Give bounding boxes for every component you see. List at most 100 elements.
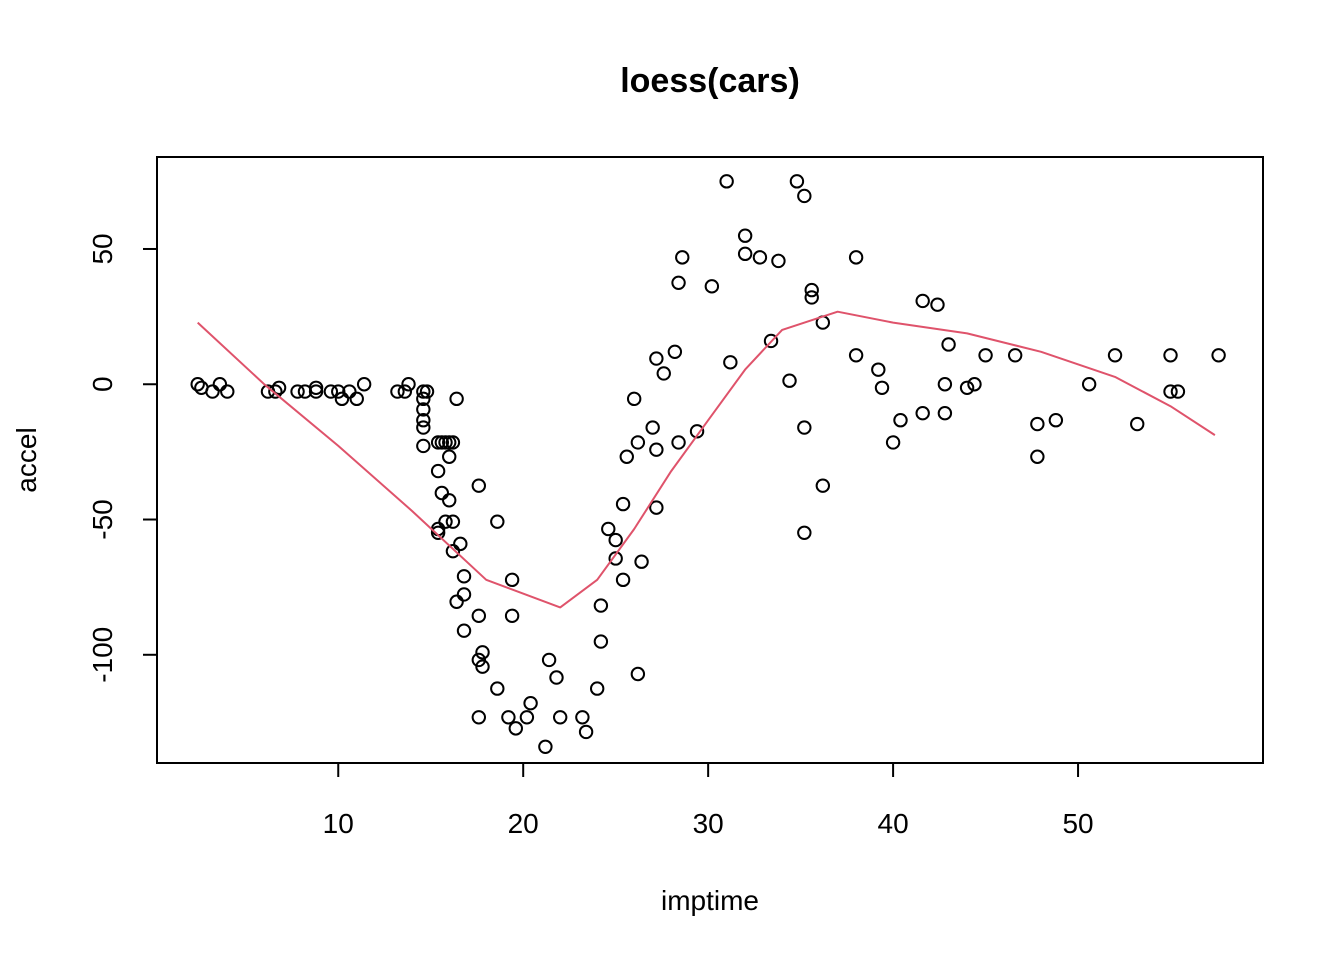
- data-point: [442, 449, 457, 464]
- data-point: [508, 721, 524, 736]
- data-point: [456, 587, 472, 602]
- data-point: [212, 377, 228, 392]
- loess-curve-group: [197, 310, 1216, 609]
- y-axis-label: accel: [11, 427, 42, 492]
- data-point: [445, 514, 461, 529]
- data-point: [885, 435, 901, 450]
- data-point: [848, 250, 864, 265]
- data-point: [1048, 413, 1064, 428]
- data-point: [416, 391, 431, 407]
- x-tick-label: 50: [1062, 808, 1093, 839]
- data-point: [871, 362, 886, 377]
- data-point: [308, 384, 324, 399]
- data-point: [771, 253, 786, 269]
- data-point: [323, 384, 339, 399]
- x-tick-label: 40: [878, 808, 909, 839]
- data-point: [490, 514, 505, 529]
- data-point: [434, 485, 450, 501]
- data-point: [308, 380, 324, 395]
- data-point: [937, 377, 953, 392]
- data-point: [342, 384, 357, 399]
- data-point: [959, 380, 975, 395]
- loess-curve: [197, 310, 1216, 609]
- y-axis: 50 0 -50 -100: [87, 233, 158, 683]
- data-point: [1030, 449, 1045, 464]
- data-point: [575, 710, 590, 725]
- data-point: [578, 724, 594, 740]
- data-point: [416, 438, 431, 454]
- data-point: [593, 598, 609, 613]
- data-point: [416, 413, 431, 428]
- data-point: [453, 536, 468, 552]
- y-tick-label: -100: [87, 627, 118, 683]
- data-point: [689, 424, 705, 439]
- data-point: [752, 250, 768, 265]
- data-point: [893, 413, 908, 428]
- data-point: [1211, 348, 1226, 363]
- data-point: [430, 463, 446, 479]
- data-point: [1107, 348, 1123, 363]
- data-points: [190, 174, 1226, 754]
- data-point: [1007, 348, 1023, 363]
- data-point: [268, 384, 283, 399]
- data-point: [449, 391, 464, 407]
- data-point: [804, 282, 819, 298]
- data-point: [356, 377, 372, 392]
- data-point: [349, 391, 364, 407]
- data-point: [723, 355, 738, 370]
- data-point: [815, 478, 831, 493]
- data-point: [874, 380, 890, 395]
- data-point: [930, 297, 945, 312]
- data-point: [1163, 384, 1178, 399]
- data-point: [615, 572, 631, 588]
- data-point: [456, 623, 472, 638]
- x-tick-label: 10: [323, 808, 354, 839]
- data-point: [220, 384, 235, 399]
- data-point: [704, 279, 720, 294]
- data-point: [797, 188, 812, 204]
- data-point: [937, 405, 953, 421]
- data-point: [634, 554, 649, 569]
- data-point: [471, 608, 487, 624]
- data-point: [608, 532, 623, 548]
- data-point: [797, 420, 812, 435]
- data-point: [271, 380, 287, 395]
- data-point: [538, 739, 553, 754]
- data-point: [471, 652, 487, 668]
- data-point: [416, 402, 431, 417]
- data-point: [442, 435, 457, 450]
- plot-frame: [156, 156, 1264, 764]
- data-point: [719, 174, 734, 189]
- data-point: [475, 645, 490, 660]
- data-point: [419, 384, 435, 399]
- data-point: [490, 681, 505, 696]
- data-point: [519, 710, 535, 725]
- data-point: [667, 344, 683, 359]
- data-point: [331, 384, 346, 399]
- data-point: [737, 246, 753, 262]
- data-point: [475, 659, 490, 674]
- data-point: [438, 435, 453, 450]
- data-point: [445, 543, 461, 559]
- data-point: [649, 351, 664, 366]
- data-point: [671, 435, 686, 450]
- data-point: [649, 442, 664, 457]
- data-point: [397, 384, 413, 399]
- data-point: [442, 493, 457, 508]
- data-point: [630, 435, 646, 450]
- data-point: [449, 594, 464, 609]
- data-point: [804, 290, 819, 305]
- data-point: [797, 525, 812, 540]
- data-point: [915, 405, 930, 421]
- data-point: [978, 348, 993, 363]
- data-point: [1130, 416, 1145, 432]
- data-point: [430, 435, 446, 450]
- data-point: [615, 496, 631, 512]
- data-point: [416, 384, 431, 399]
- x-axis: 10 20 30 40 50: [323, 762, 1094, 839]
- data-point: [190, 377, 205, 392]
- data-point: [390, 384, 405, 399]
- x-tick-label: 20: [508, 808, 539, 839]
- data-point: [941, 337, 956, 352]
- data-point: [445, 435, 461, 450]
